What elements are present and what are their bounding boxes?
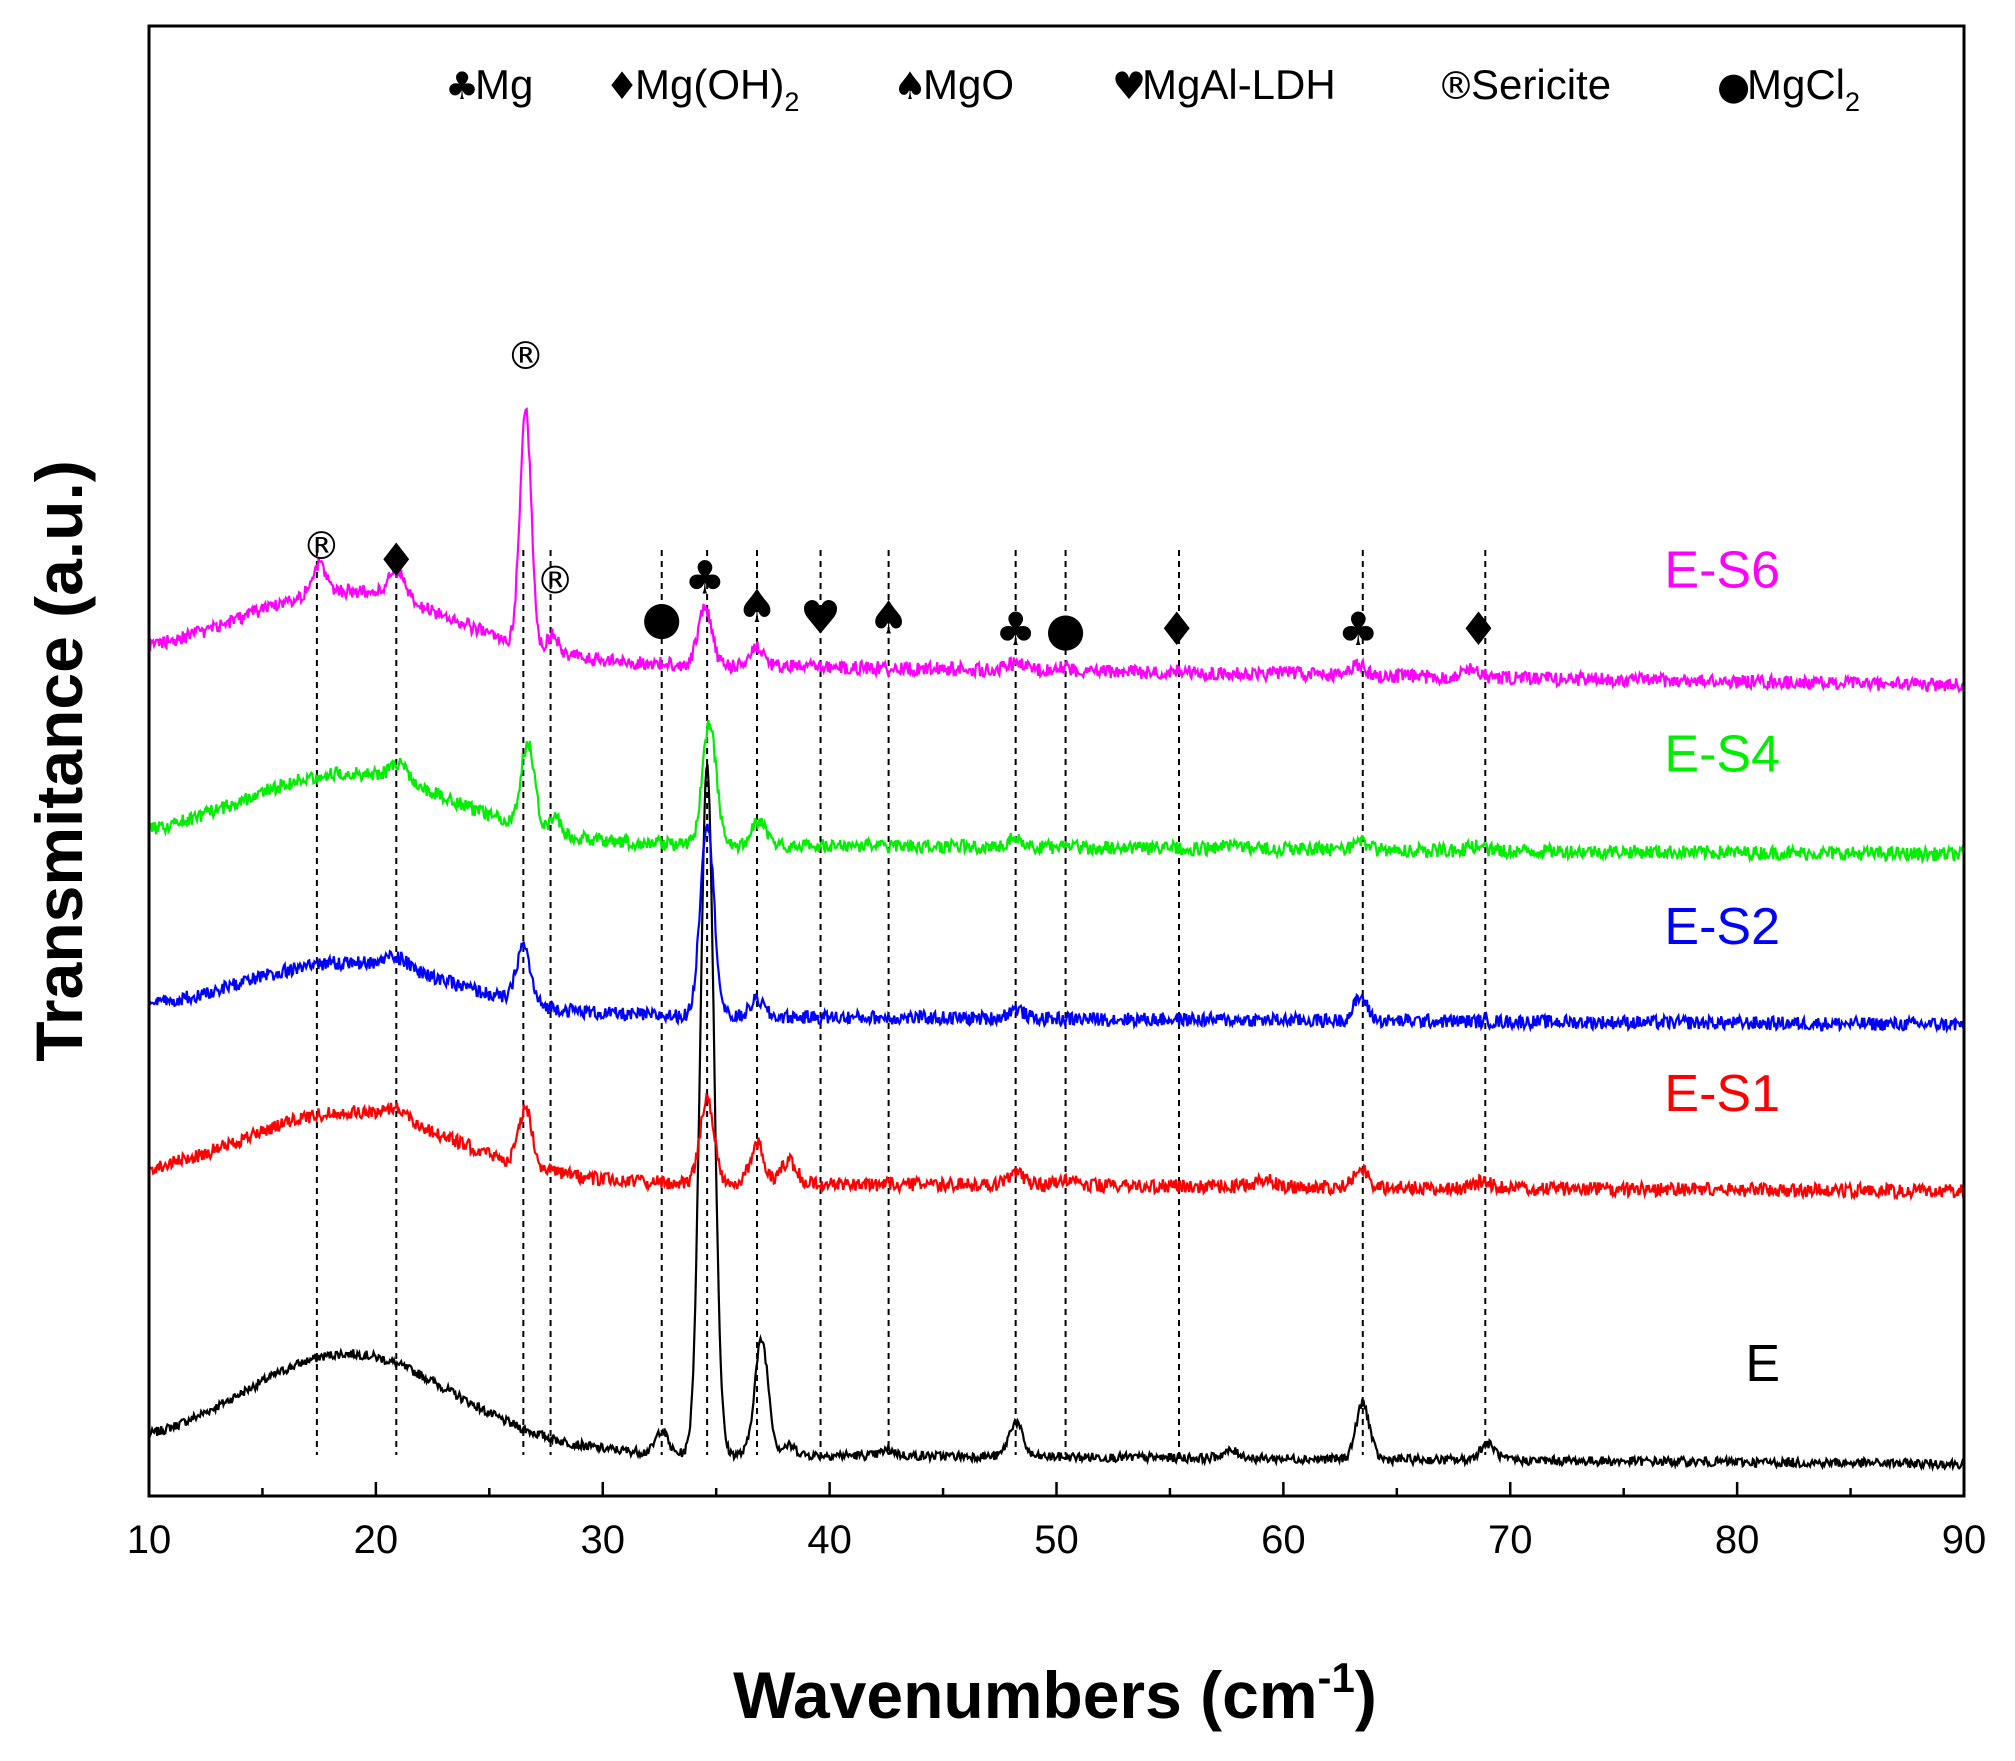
- x-tick-label: 50: [1034, 1518, 1079, 1562]
- peak-marker: ♣: [995, 602, 1036, 656]
- legend-item: ♣Mg: [445, 61, 533, 108]
- series-line-e-s1: [147, 1092, 1965, 1202]
- legend-label: Mg(OH)2: [635, 61, 799, 117]
- legend-label: Sericite: [1471, 61, 1611, 108]
- peak-marker: ●: [642, 591, 682, 645]
- series-line-e-s2: [147, 823, 1965, 1034]
- series-line-e-s4: [147, 719, 1965, 865]
- x-tick-label: 10: [127, 1518, 172, 1562]
- peak-marker: ♦: [1458, 602, 1499, 656]
- x-tick-label: 30: [581, 1518, 626, 1562]
- peak-marker: ®: [302, 524, 340, 568]
- legend: ♣Mg ♦Mg(OH)2 ♠MgO ♥MgAl-LDH ®Sericite ●MgCl2: [445, 61, 1860, 117]
- peak-marker: ♣: [684, 550, 725, 604]
- y-axis-title: Transmitance (a.u.): [22, 460, 96, 1062]
- peak-marker: ♠: [868, 591, 909, 645]
- legend-item: ®Sericite: [1437, 61, 1611, 108]
- peak-annotations: ® ♦®®●♣♠ ♥ ♠ ♣ ● ♦ ♣ ♦: [302, 334, 1499, 656]
- series-label-e-s4: E-S4: [1664, 726, 1780, 784]
- legend-item: ♥MgAl-LDH: [1112, 61, 1336, 108]
- legend-symbol: ♠: [893, 64, 927, 108]
- legend-item: ●MgCl2: [1717, 61, 1860, 117]
- series-labels: E E-S1 E-S2 E-S4 E-S6: [1664, 542, 1780, 1394]
- series-line-e-s6: [147, 407, 1964, 694]
- peak-marker: ♦: [376, 533, 417, 587]
- legend-label: MgAl-LDH: [1142, 61, 1336, 108]
- legend-label: Mg: [475, 61, 533, 108]
- x-axis-title: Wavenumbers (cm-1): [733, 1654, 1377, 1732]
- peak-marker: ®: [507, 334, 545, 378]
- legend-label: MgCl2: [1747, 61, 1860, 117]
- legend-symbol: ●: [1717, 64, 1750, 108]
- series-label-e-s1: E-S1: [1664, 1065, 1780, 1123]
- series-group: [147, 407, 1965, 1473]
- legend-symbol: ♣: [445, 64, 479, 108]
- legend-label: MgO: [923, 61, 1014, 108]
- peak-marker: ♦: [1156, 602, 1197, 656]
- axis-ticks: 10 20 30 40 50 60 70 80 90: [127, 1482, 1987, 1562]
- peak-marker: ♣: [1338, 602, 1379, 656]
- series-line-e: [147, 764, 1965, 1473]
- legend-item: ♠MgO: [893, 61, 1014, 108]
- legend-symbol: ♦: [605, 64, 639, 108]
- peak-marker: ●: [1046, 602, 1086, 656]
- legend-item: ♦Mg(OH)2: [605, 61, 799, 117]
- series-label-e: E: [1745, 1335, 1780, 1393]
- series-label-e-s2: E-S2: [1664, 898, 1780, 956]
- peak-marker: ♠: [736, 579, 777, 633]
- x-tick-label: 80: [1715, 1518, 1760, 1562]
- legend-symbol: ♥: [1112, 64, 1146, 108]
- x-tick-label: 60: [1261, 1518, 1306, 1562]
- x-tick-label: 90: [1942, 1518, 1987, 1562]
- x-tick-label: 20: [354, 1518, 399, 1562]
- peak-marker: ®: [536, 558, 574, 602]
- series-label-e-s6: E-S6: [1664, 542, 1780, 600]
- x-tick-label: 70: [1488, 1518, 1533, 1562]
- reference-lines: [315, 550, 1487, 1455]
- peak-marker: ♥: [800, 591, 841, 645]
- x-tick-label: 40: [807, 1518, 852, 1562]
- legend-symbol: ®: [1437, 64, 1475, 108]
